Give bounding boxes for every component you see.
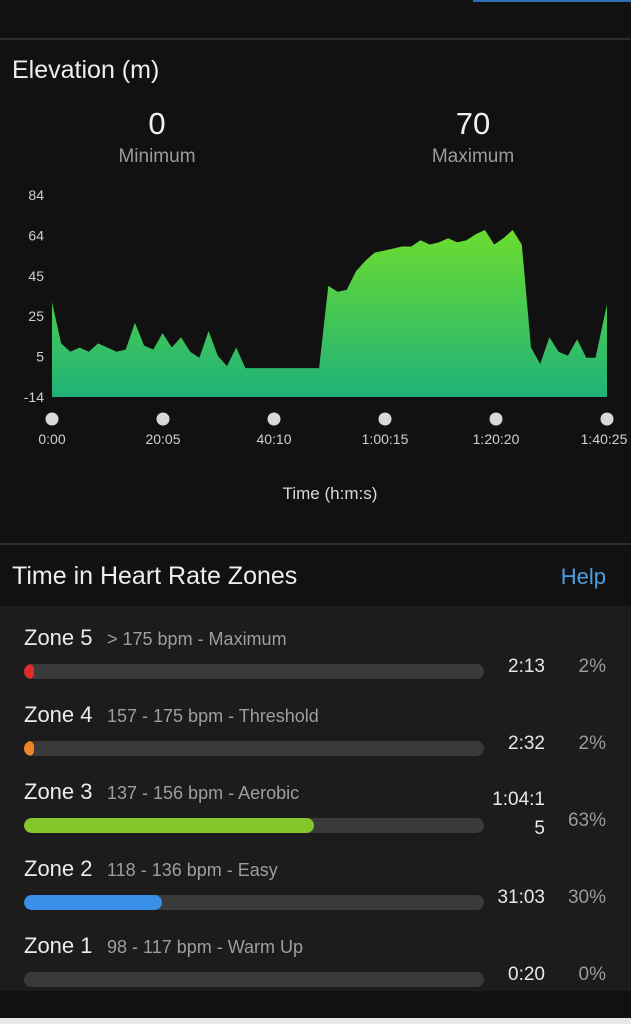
elevation-maximum-label: Maximum — [431, 146, 515, 167]
elevation-minimum-value: 0 — [148, 106, 166, 141]
y-tick-label: -14 — [24, 389, 44, 405]
x-tick-label: 20:05 — [145, 431, 180, 447]
x-tick-label: 1:00:15 — [362, 431, 409, 447]
elevation-maximum-value: 70 — [455, 106, 491, 141]
tab-indicator — [473, 0, 631, 2]
zone-range: > 175 bpm - Maximum — [107, 629, 287, 649]
x-tick-marker[interactable] — [600, 412, 614, 426]
y-tick-label: 25 — [28, 308, 44, 324]
zone-percent: 2% — [578, 733, 606, 754]
x-tick-label: 40:10 — [256, 431, 291, 447]
zone-progress-track — [24, 741, 484, 756]
chart-x-axis-label: Time (h:m:s) — [282, 484, 378, 503]
zone-percent: 0% — [578, 964, 606, 985]
zone-progress-track — [24, 664, 484, 679]
zone-range: 137 - 156 bpm - Aerobic — [107, 783, 300, 803]
zone-row-1[interactable]: Zone 1 98 - 117 bpm - Warm Up 0:20 0% — [0, 923, 631, 1000]
x-tick-marker[interactable] — [45, 412, 59, 426]
zone-name: Zone 1 — [24, 933, 93, 958]
zone-row-4[interactable]: Zone 4 157 - 175 bpm - Threshold 2:32 2% — [0, 692, 631, 769]
zone-range: 157 - 175 bpm - Threshold — [107, 706, 319, 726]
x-tick-marker[interactable] — [489, 412, 503, 426]
elevation-area-series — [52, 230, 607, 397]
zone-name: Zone 2 — [24, 856, 93, 881]
zone-progress-track — [24, 895, 484, 910]
x-tick-marker[interactable] — [267, 412, 281, 426]
zone-range: 98 - 117 bpm - Warm Up — [107, 937, 304, 957]
zone-percent: 63% — [567, 810, 606, 831]
y-tick-label: 64 — [28, 227, 44, 243]
y-tick-label: 45 — [28, 268, 44, 284]
zone-progress-track — [24, 818, 484, 833]
elevation-minimum-label: Minimum — [118, 146, 196, 167]
section-divider — [0, 543, 631, 545]
hr-zones-title: Time in Heart Rate Zones — [12, 562, 298, 590]
help-link[interactable]: Help — [560, 564, 606, 589]
elevation-maximum: 70 Maximum — [363, 104, 583, 168]
zone-time: 0:20 — [508, 964, 545, 985]
zone-percent: 30% — [567, 887, 606, 908]
zone-name: Zone 3 — [24, 779, 93, 804]
hr-zones-header — [0, 546, 631, 606]
zone-percent: 2% — [578, 656, 606, 677]
zone-progress-track — [24, 972, 484, 987]
zone-progress-fill — [24, 818, 314, 833]
x-tick-marker[interactable] — [156, 412, 170, 426]
x-tick-label: 1:40:25 — [581, 431, 628, 447]
elevation-chart[interactable]: 84 64 45 25 5 -14 0:00 20:05 40:10 1:00:15 1:20:2… — [0, 180, 631, 455]
zone-name: Zone 4 — [24, 702, 93, 727]
y-tick-label: 5 — [36, 349, 44, 365]
zone-time: 2:13 — [508, 656, 545, 677]
zone-progress-fill — [24, 741, 34, 756]
bottom-bar — [0, 991, 631, 1024]
zone-row-3[interactable]: Zone 3 137 - 156 bpm - Aerobic 1:04:15 6… — [0, 769, 631, 846]
zone-row-2[interactable]: Zone 2 118 - 136 bpm - Easy 31:03 30% — [0, 846, 631, 923]
zone-time: 2:32 — [508, 733, 545, 754]
hr-zones-list: Zone 5 > 175 bpm - Maximum 2:13 2% Zone … — [0, 606, 631, 991]
elevation-minimum: 0 Minimum — [47, 104, 267, 168]
zone-progress-fill — [24, 664, 34, 679]
zone-time: 31:03 — [497, 887, 545, 908]
elevation-title: Elevation (m) — [12, 56, 160, 84]
zone-progress-fill — [24, 895, 162, 910]
nav-handle — [0, 1018, 631, 1024]
zone-range: 118 - 136 bpm - Easy — [107, 860, 278, 880]
zone-name: Zone 5 — [24, 625, 93, 650]
section-divider — [0, 38, 631, 40]
top-bar — [0, 0, 631, 38]
zone-row-5[interactable]: Zone 5 > 175 bpm - Maximum 2:13 2% — [0, 615, 631, 692]
y-tick-label: 84 — [28, 187, 44, 203]
x-tick-label: 1:20:20 — [473, 431, 520, 447]
x-tick-marker[interactable] — [378, 412, 392, 426]
zone-time: 1:04:15 — [492, 789, 545, 839]
x-tick-label: 0:00 — [38, 431, 65, 447]
